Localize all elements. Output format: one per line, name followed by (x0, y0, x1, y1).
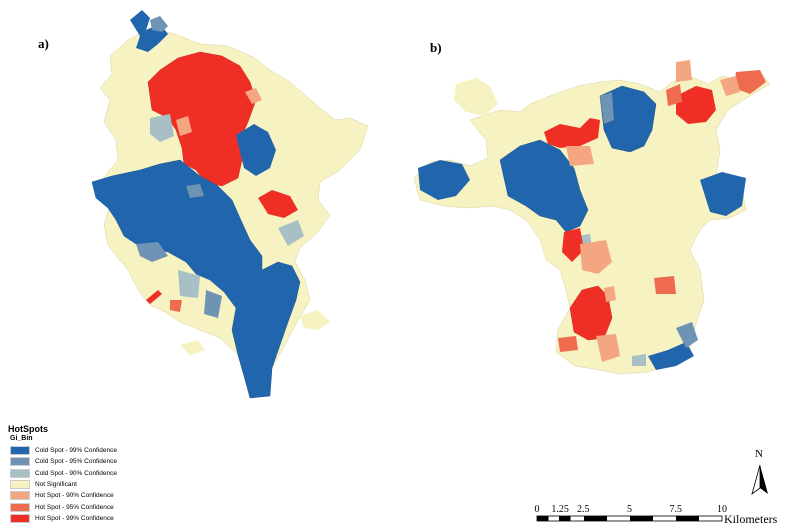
legend-label: Not Significant (35, 481, 77, 489)
map-a-cold-spot-90 (178, 270, 200, 298)
map-b-not-significant-region (413, 71, 771, 375)
legend-label: Hot Spot - 95% Confidence (35, 503, 114, 511)
map-b-not-significant-region (572, 92, 586, 106)
map-b-hot-spot-90 (580, 240, 612, 274)
legend-swatch (10, 480, 30, 490)
legend-item: Hot Spot - 95% Confidence (8, 501, 208, 512)
map-b-hot-spot-99 (569, 285, 613, 341)
legend-swatch (10, 468, 30, 478)
map-b-cold-spot-90 (632, 354, 646, 366)
legend-item: Cold Spot - 99% Confidence (8, 445, 208, 456)
scale-bar (536, 515, 723, 522)
map-a-hot-spot-99 (258, 190, 298, 218)
scale-tick-label: 5 (627, 504, 632, 515)
map-b-cold-spot-99 (599, 85, 657, 153)
legend-item: Cold Spot - 90% Confidence (8, 468, 208, 479)
map-b-not-significant-region (454, 78, 498, 116)
map-b-hot-spot-90 (720, 76, 740, 96)
legend-label: Hot Spot - 99% Confidence (35, 514, 114, 522)
map-a (91, 10, 369, 399)
map-a-hot-spot-99 (146, 290, 162, 304)
legend-label: Cold Spot - 90% Confidence (35, 469, 118, 477)
legend-item: Hot Spot - 90% Confidence (8, 490, 208, 501)
map-a-not-significant-region (180, 340, 205, 356)
map-b (413, 60, 771, 375)
map-a-cold-spot-95 (204, 290, 222, 318)
map-a-hot-spot-95 (170, 300, 182, 312)
map-b-cold-spot-99 (499, 139, 589, 233)
map-b-hot-spot-95 (558, 336, 578, 352)
panel-label-b: b) (430, 40, 442, 55)
map-b-hot-spot-95 (666, 84, 682, 106)
map-a-cold-spot-95 (150, 16, 168, 32)
legend-swatch (10, 446, 30, 456)
map-b-cold-spot-99 (648, 342, 694, 370)
legend-title: HotSpots (8, 424, 48, 434)
legend: HotSpots Gi_Bin Cold Spot - 99% Confiden… (8, 424, 208, 524)
legend-field: Gi_Bin (10, 435, 33, 442)
legend-label: Cold Spot - 99% Confidence (35, 447, 118, 455)
legend-swatch (10, 457, 30, 467)
legend-label: Hot Spot - 90% Confidence (35, 492, 114, 500)
map-a-hot-spot-90 (176, 116, 192, 136)
scale-tick-label: 10 (717, 504, 727, 515)
legend-swatch (10, 502, 30, 512)
map-a-hot-spot-90 (245, 88, 262, 104)
map-b-hot-spot-99 (544, 118, 600, 148)
map-b-cold-spot-95 (676, 322, 698, 348)
map-a-cold-spot-90 (150, 114, 174, 142)
scale-tick-label: 7.5 (669, 504, 683, 515)
map-a-cold-spot-99 (236, 124, 276, 176)
map-b-hot-spot-90 (566, 146, 594, 166)
map-b-hot-spot-99 (562, 228, 584, 262)
map-b-hot-spot-95 (734, 70, 766, 94)
map-a-not-significant-region (300, 310, 330, 330)
scale-tick-label: 1.25 (551, 504, 569, 515)
scale-tick-label: 2.5 (577, 504, 590, 515)
legend-item: Hot Spot - 99% Confidence (8, 513, 208, 524)
map-a-cold-spot-95 (186, 184, 204, 198)
map-b-hot-spot-99 (676, 86, 716, 124)
legend-swatch (10, 513, 30, 523)
map-b-hot-spot-90 (676, 60, 692, 82)
legend-swatch (10, 491, 30, 501)
scale-tick-label: 0 (534, 504, 540, 515)
legend-label: Cold Spot - 95% Confidence (35, 458, 118, 466)
map-b-hot-spot-90 (604, 286, 616, 302)
map-a-cold-spot-99 (130, 10, 168, 52)
north-arrow-icon (751, 464, 768, 496)
north-label: N (755, 448, 763, 460)
legend-item: Cold Spot - 95% Confidence (8, 456, 208, 467)
scale-unit: Kilometers (724, 512, 778, 526)
map-b-cold-spot-95 (600, 92, 614, 124)
map-a-cold-spot-90 (278, 220, 304, 246)
map-b-hot-spot-90 (596, 334, 620, 362)
panel-label-a: a) (38, 36, 49, 51)
map-b-cold-spot-99 (418, 160, 470, 200)
map-b-hot-spot-95 (654, 276, 676, 294)
map-b-cold-spot-99 (700, 172, 746, 216)
map-a-cold-spot-95 (136, 242, 168, 262)
legend-item: Not Significant (8, 479, 208, 490)
legend-items: Cold Spot - 99% Confidence Cold Spot - 95… (8, 445, 208, 524)
